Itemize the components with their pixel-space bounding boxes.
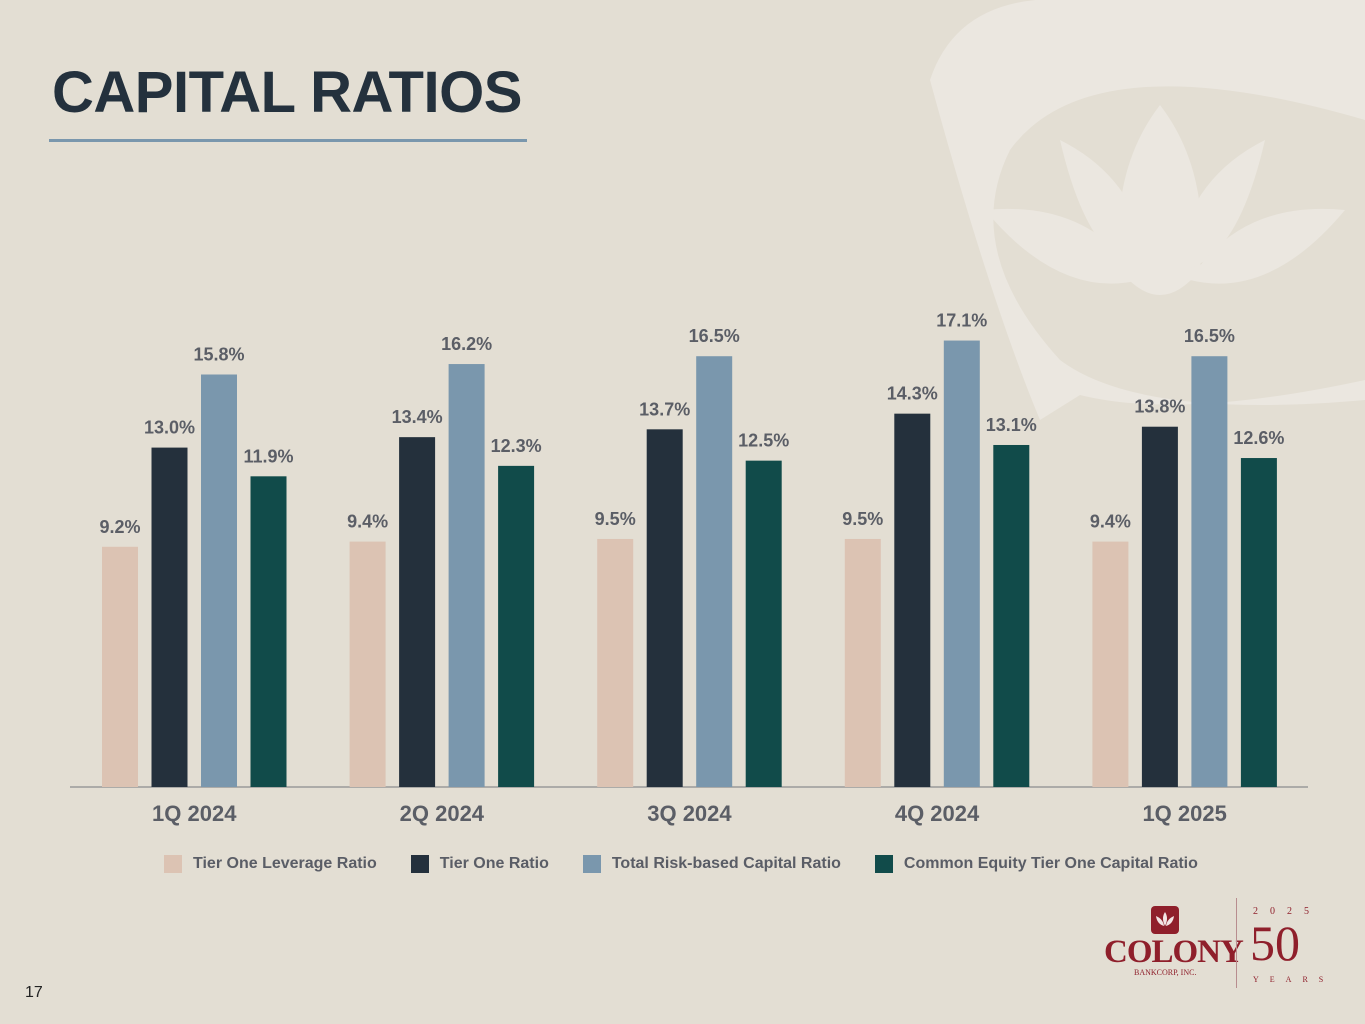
logo-subtitle: BANKCORP, INC.: [1134, 968, 1197, 977]
legend-label: Tier One Leverage Ratio: [193, 855, 377, 872]
legend-swatch: [582, 855, 601, 873]
legend-item-tier-one-leverage: Tier One Leverage Ratio: [164, 855, 377, 873]
data-label: 13.7%: [639, 399, 690, 419]
data-label: 13.0%: [144, 418, 195, 438]
x-tick-label: 1Q 2024: [152, 801, 237, 826]
colony-bankcorp-logo: COLONY BANKCORP, INC. 2025 50 YEARS: [1100, 898, 1325, 990]
data-label: 12.5%: [738, 431, 789, 451]
logo-years-label: YEARS: [1253, 975, 1335, 984]
title-underline: [49, 139, 527, 142]
bar: [349, 541, 386, 787]
page-number: 17: [25, 984, 43, 1001]
data-label: 9.5%: [595, 509, 636, 529]
bar: [399, 437, 436, 787]
legend-item-tier-one-ratio: Tier One Ratio: [410, 855, 549, 873]
data-label: 9.4%: [347, 512, 388, 532]
x-tick-label: 1Q 2025: [1142, 801, 1226, 826]
data-label: 9.5%: [842, 509, 883, 529]
data-label: 11.9%: [243, 446, 293, 466]
bar: [1240, 458, 1277, 787]
data-label: 14.3%: [887, 384, 938, 404]
legend-label: Common Equity Tier One Capital Ratio: [903, 855, 1198, 872]
bar: [1092, 541, 1129, 787]
lotus-logo-icon: [1151, 906, 1179, 934]
data-label: 17.1%: [936, 311, 987, 331]
bar: [201, 374, 237, 787]
legend-swatch: [874, 855, 893, 873]
bar: [646, 429, 683, 787]
x-tick-label: 3Q 2024: [647, 801, 732, 826]
bar: [448, 364, 485, 787]
data-label: 16.5%: [1184, 326, 1235, 346]
page-title: CAPITAL RATIOS: [52, 60, 522, 125]
data-label: 9.2%: [99, 517, 140, 537]
x-tick-label: 2Q 2024: [400, 801, 485, 826]
legend-item-cet1: Common Equity Tier One Capital Ratio: [874, 855, 1198, 873]
data-label: 12.6%: [1233, 428, 1284, 448]
chart-legend: Tier One Leverage Ratio Tier One Ratio T…: [164, 855, 1232, 873]
bar: [102, 546, 138, 787]
data-label: 13.8%: [1134, 397, 1185, 417]
bar: [993, 444, 1030, 787]
logo-anniversary: 50: [1250, 915, 1300, 971]
bar: [943, 340, 980, 787]
legend-label: Tier One Ratio: [439, 855, 549, 872]
legend-swatch: [164, 855, 182, 873]
bar: [1141, 426, 1178, 787]
data-label: 12.3%: [491, 436, 542, 456]
bar: [597, 538, 634, 787]
bar: [498, 465, 535, 787]
logo-name: COLONY: [1104, 934, 1244, 970]
data-label: 16.5%: [689, 326, 740, 346]
data-label: 9.4%: [1090, 512, 1131, 532]
legend-label: Total Risk-based Capital Ratio: [611, 855, 841, 872]
bar: [745, 460, 782, 787]
data-label: 15.8%: [193, 344, 244, 364]
bar: [1191, 356, 1228, 787]
legend-item-total-risk-based: Total Risk-based Capital Ratio: [582, 855, 841, 873]
bar: [250, 476, 287, 787]
logo-year: 2025: [1253, 906, 1321, 917]
legend-swatch: [410, 855, 429, 873]
bar: [696, 356, 733, 787]
data-label: 13.1%: [986, 415, 1037, 435]
x-tick-label: 4Q 2024: [895, 801, 980, 826]
bar: [844, 538, 881, 787]
bar: [894, 413, 931, 787]
bar: [151, 447, 188, 787]
data-label: 13.4%: [392, 407, 443, 427]
logo-divider: [1236, 898, 1237, 988]
data-label: 16.2%: [441, 334, 492, 354]
